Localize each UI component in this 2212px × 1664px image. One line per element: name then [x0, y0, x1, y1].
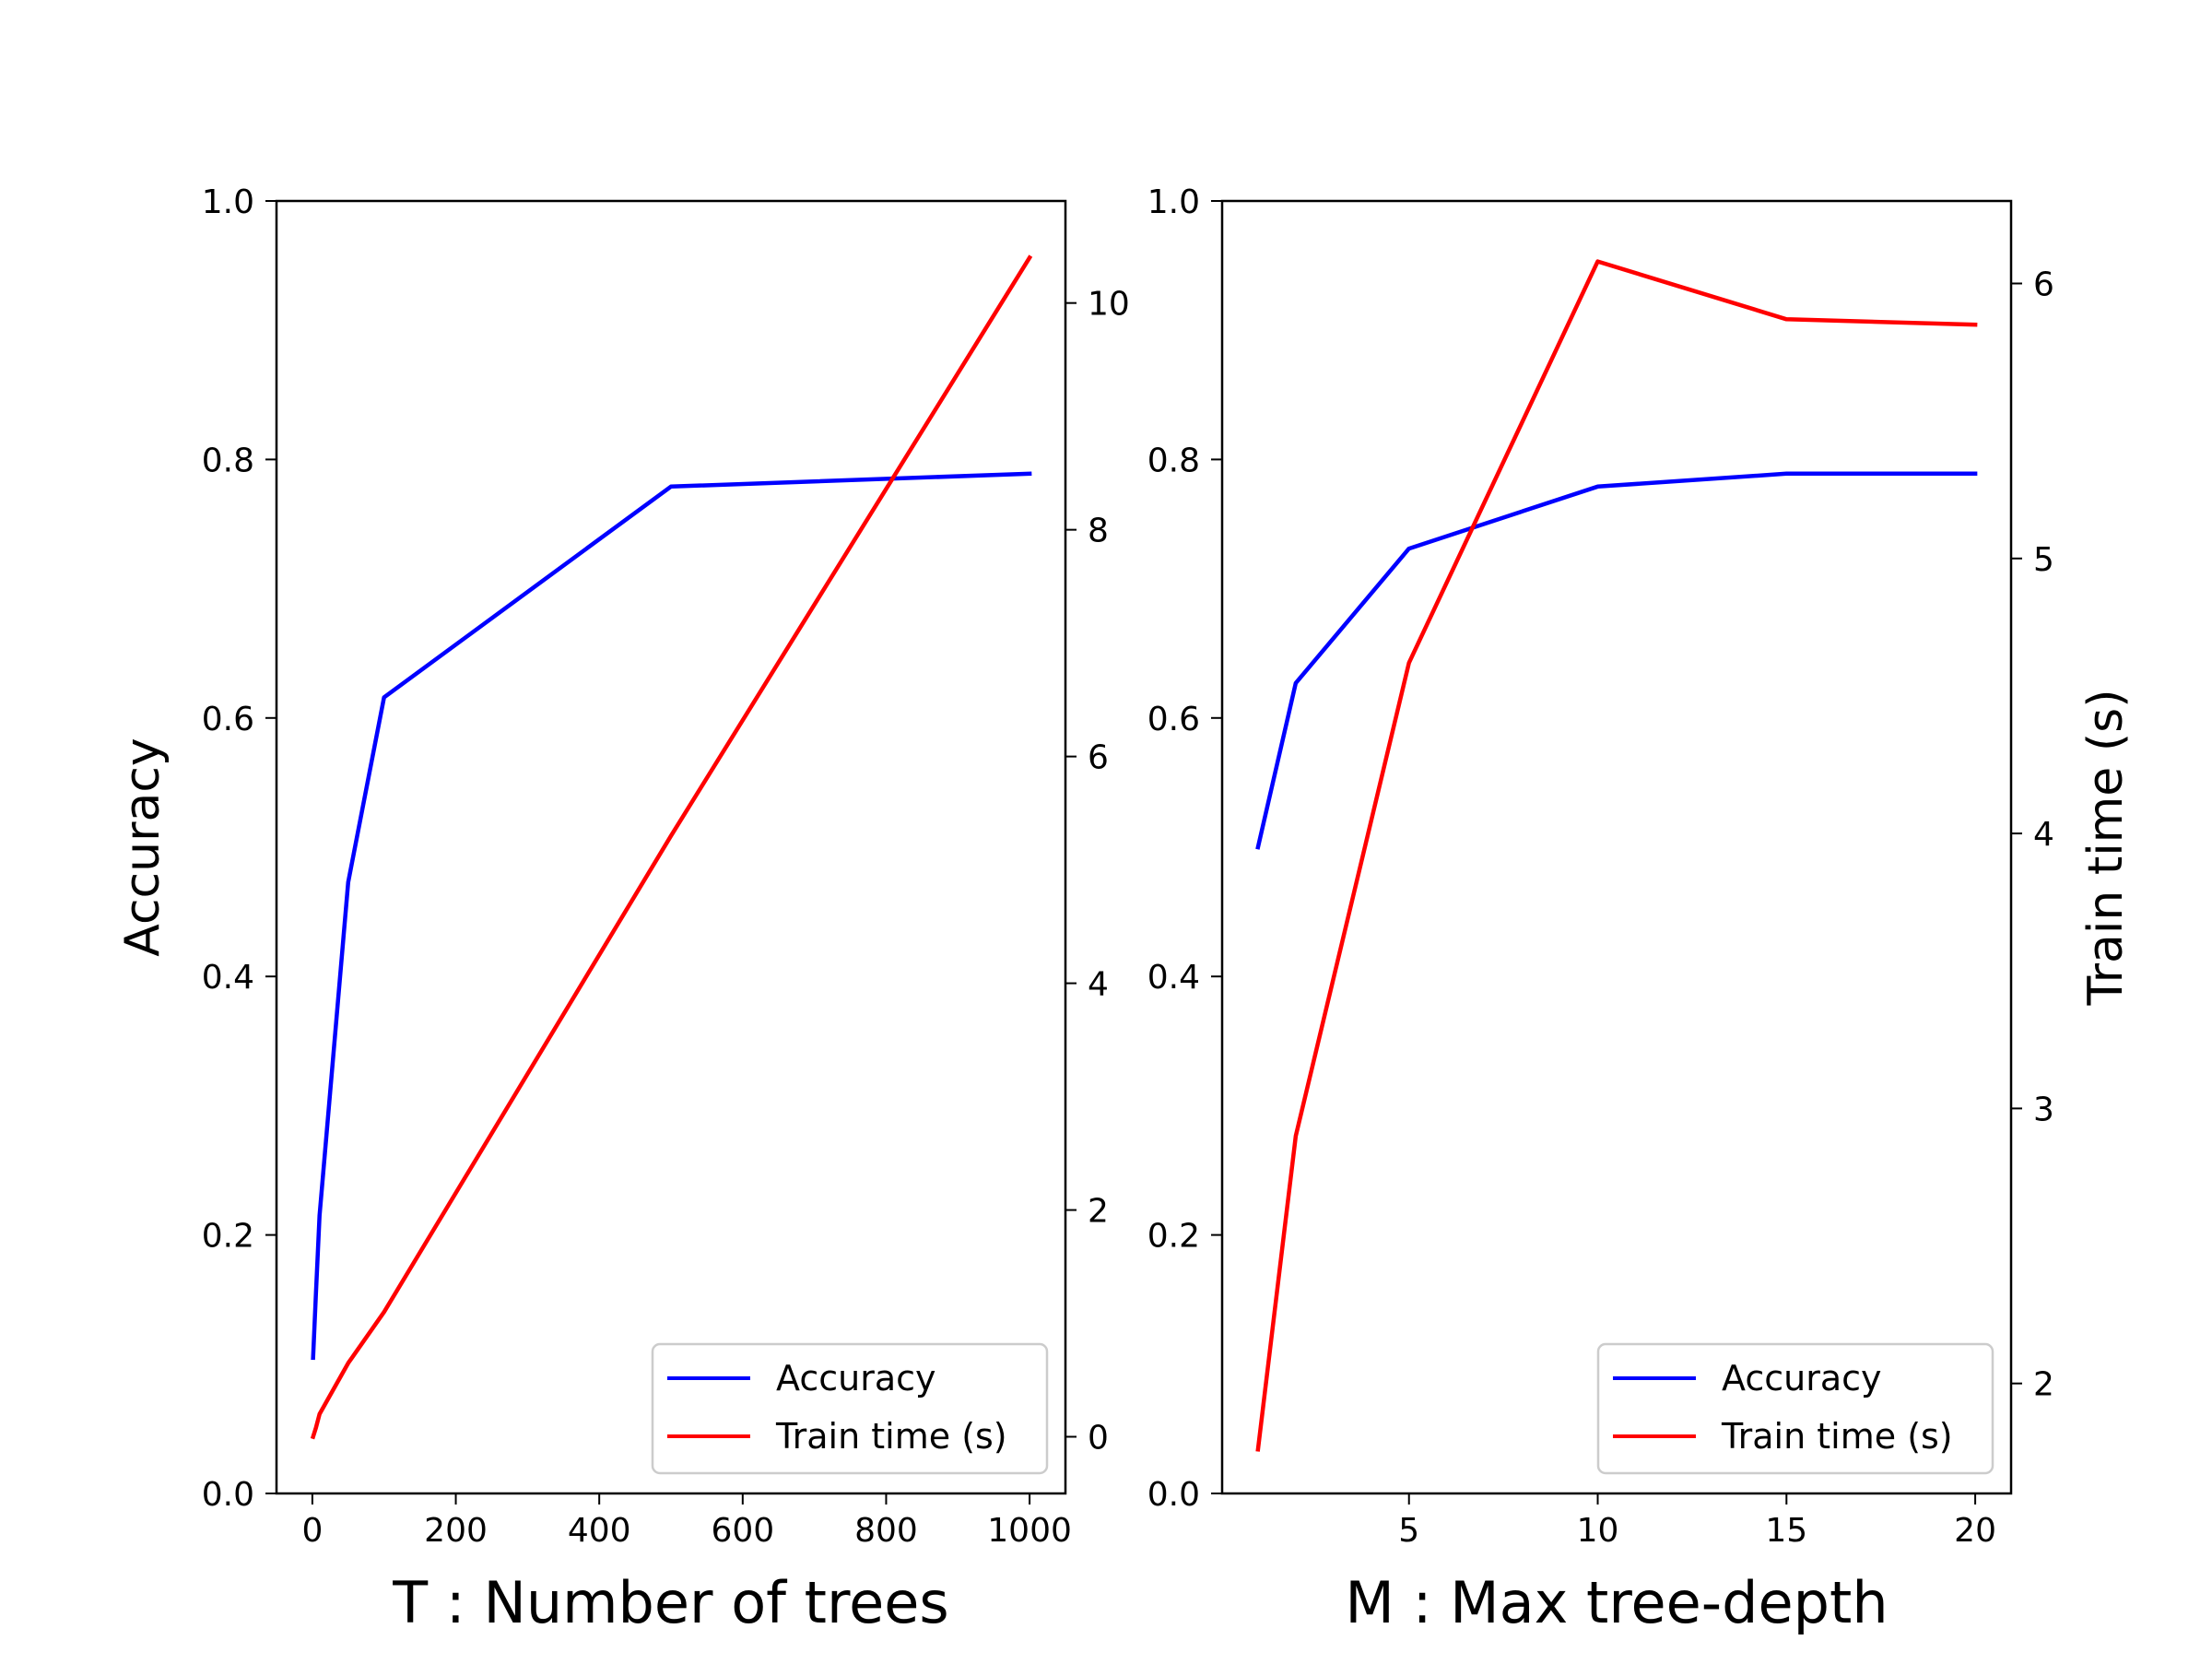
y-tick-label: 0.6 [202, 701, 254, 738]
y2-tick-label: 2 [2033, 1366, 2054, 1404]
y2-tick-label: 10 [1088, 286, 1130, 324]
x-axis-label: T : Number of trees [392, 1569, 948, 1636]
y-tick-label: 0.8 [1147, 442, 1200, 479]
x-axis-label: M : Max tree-depth [1345, 1569, 1888, 1636]
y2-tick-label: 4 [2033, 816, 2054, 854]
legend-label-accuracy: Accuracy [776, 1358, 936, 1398]
panel-depth: 5 10 15 20 0.0 0.2 0.4 0.6 0.8 1.0 2 3 4 5 6 M : Max… [1147, 183, 2134, 1636]
y-tick-label: 0.2 [202, 1218, 254, 1256]
legend: Accuracy Train time (s) [1596, 1342, 1994, 1475]
x-axis-ticks: 0 200 400 600 800 1000 [301, 1493, 1072, 1550]
x-tick-label: 800 [854, 1512, 918, 1550]
x-tick-label: 200 [424, 1512, 488, 1550]
y2-tick-label: 8 [1088, 513, 1109, 550]
y2-tick-label: 2 [1088, 1193, 1109, 1231]
y2-axis-ticks: 0 2 4 6 8 10 [1065, 286, 1130, 1457]
y-tick-label: 1.0 [1147, 183, 1200, 221]
y-tick-label: 1.0 [202, 183, 254, 221]
series-line-accuracy [311, 471, 1032, 1361]
y2-axis-ticks: 2 3 4 5 6 [2011, 266, 2054, 1404]
y2-tick-label: 0 [1088, 1420, 1109, 1457]
y-axis-ticks: 0.0 0.2 0.4 0.6 0.8 1.0 [202, 183, 276, 1514]
panel-trees: 0 200 400 600 800 1000 0.0 0.2 0.4 0.6 0.8 1.0 0 2 4… [115, 183, 1130, 1636]
y-tick-label: 0.2 [1147, 1218, 1200, 1256]
x-axis-ticks: 5 10 15 20 [1398, 1493, 1996, 1550]
y-tick-label: 0.4 [202, 959, 254, 997]
y2-axis-label: Train time (s) [2078, 690, 2134, 1007]
y-tick-label: 0.8 [202, 442, 254, 479]
y-tick-label: 0.0 [202, 1476, 254, 1514]
legend-box [651, 1342, 1049, 1475]
series-line-accuracy [1255, 471, 1978, 850]
y2-tick-label: 6 [1088, 739, 1109, 777]
y-axis-ticks: 0.0 0.2 0.4 0.6 0.8 1.0 [1147, 183, 1222, 1514]
x-tick-label: 0 [301, 1512, 323, 1550]
y2-tick-label: 4 [1088, 966, 1109, 1004]
y2-tick-label: 5 [2033, 541, 2054, 579]
legend-label-accuracy: Accuracy [1722, 1358, 1882, 1398]
legend-label-train-time: Train time (s) [1721, 1416, 1953, 1457]
series-layer [1255, 259, 1978, 1452]
plot-frame [1220, 199, 2013, 1495]
x-tick-label: 5 [1398, 1512, 1419, 1550]
x-tick-label: 10 [1577, 1512, 1619, 1550]
x-tick-label: 1000 [987, 1512, 1072, 1550]
legend-box [1596, 1342, 1994, 1475]
y-tick-label: 0.4 [1147, 959, 1200, 997]
series-layer [310, 254, 1033, 1440]
y2-tick-label: 3 [2033, 1091, 2054, 1128]
y-tick-label: 0.0 [1147, 1476, 1200, 1514]
y-axis-label: Accuracy [115, 738, 171, 956]
x-tick-label: 15 [1765, 1512, 1807, 1550]
x-tick-label: 20 [1954, 1512, 1996, 1550]
y2-tick-label: 6 [2033, 266, 2054, 303]
y-tick-label: 0.6 [1147, 701, 1200, 738]
plot-frame [275, 199, 1067, 1495]
x-tick-label: 600 [711, 1512, 774, 1550]
legend: Accuracy Train time (s) [651, 1342, 1049, 1475]
series-line-train-time-s [1255, 259, 1978, 1452]
series-line-train-time-s [310, 254, 1033, 1440]
legend-label-train-time: Train time (s) [775, 1416, 1007, 1457]
x-tick-label: 400 [568, 1512, 631, 1550]
